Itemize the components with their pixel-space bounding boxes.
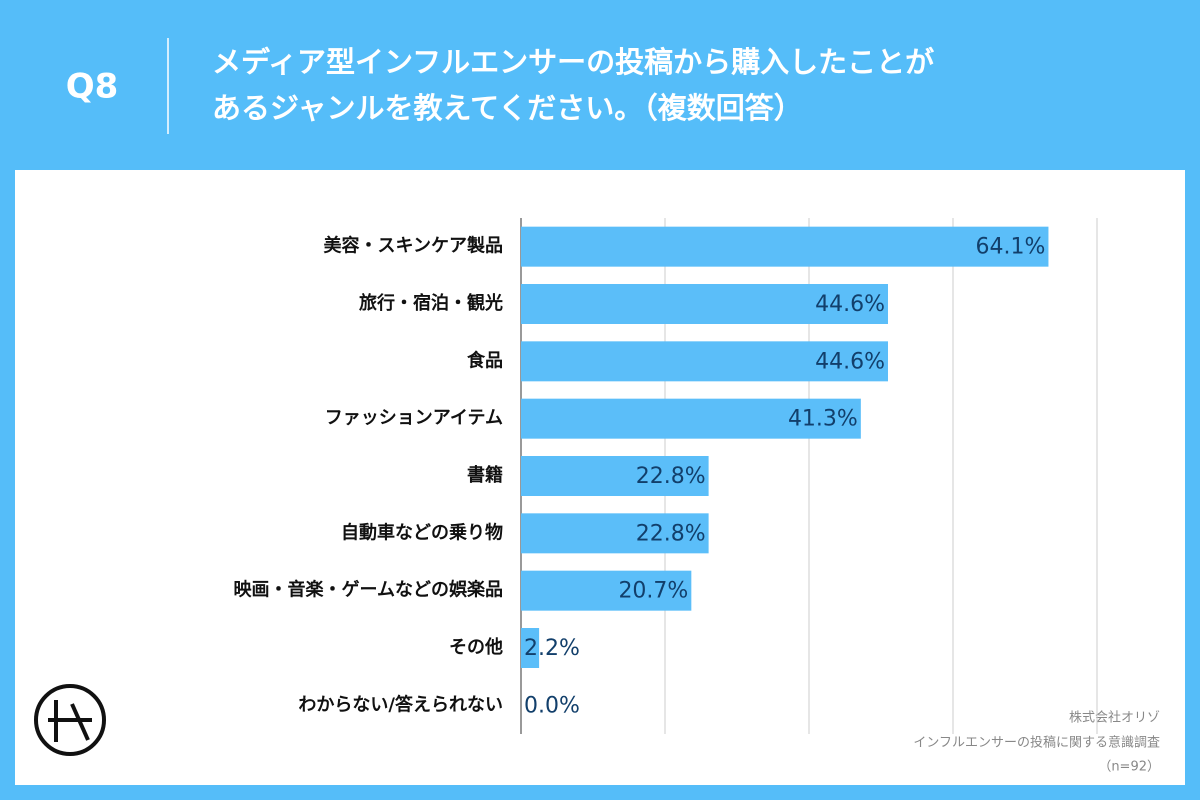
category-label: わからない/答えられない (298, 693, 503, 715)
value-label: 22.8% (636, 521, 706, 546)
category-label: 自動車などの乗り物 (341, 521, 503, 543)
category-label: 美容・スキンケア製品 (324, 235, 503, 257)
bar (521, 456, 709, 496)
bar (521, 570, 692, 611)
value-label: 41.3% (788, 407, 858, 432)
bar (521, 226, 1049, 267)
category-label: ファッションアイテム (325, 408, 503, 429)
value-label: 20.7% (618, 579, 688, 604)
value-label: 22.8% (636, 464, 706, 489)
note: インフルエンサーの投稿に関する意識調査 (913, 735, 1160, 751)
note: 株式会社オリゾ (1069, 710, 1160, 726)
logo (34, 684, 106, 756)
chart-title: メディア型インフルエンサーの投稿から購入したことが (212, 45, 934, 79)
bar (521, 284, 888, 324)
value-label: 2.2% (524, 636, 580, 661)
category-label: 食品 (466, 349, 503, 371)
category-label: その他 (449, 636, 503, 658)
bar (521, 628, 540, 668)
bar (521, 398, 861, 439)
bar (521, 513, 709, 554)
value-label: 0.0% (524, 693, 580, 718)
category-label: 書籍 (467, 464, 503, 486)
category-label: 旅行・宿泊・観光 (359, 292, 503, 314)
note: （n=92） (1098, 760, 1160, 775)
value-label: 44.6% (815, 349, 885, 374)
value-label: 64.1% (976, 235, 1046, 260)
question-number: Q8 (66, 67, 119, 107)
category-label: 映画・音楽・ゲームなどの娯楽品 (234, 579, 503, 601)
value-label: 44.6% (815, 292, 885, 317)
chart-title: あるジャンルを教えてください。（複数回答） (212, 91, 803, 125)
bar (521, 341, 888, 382)
